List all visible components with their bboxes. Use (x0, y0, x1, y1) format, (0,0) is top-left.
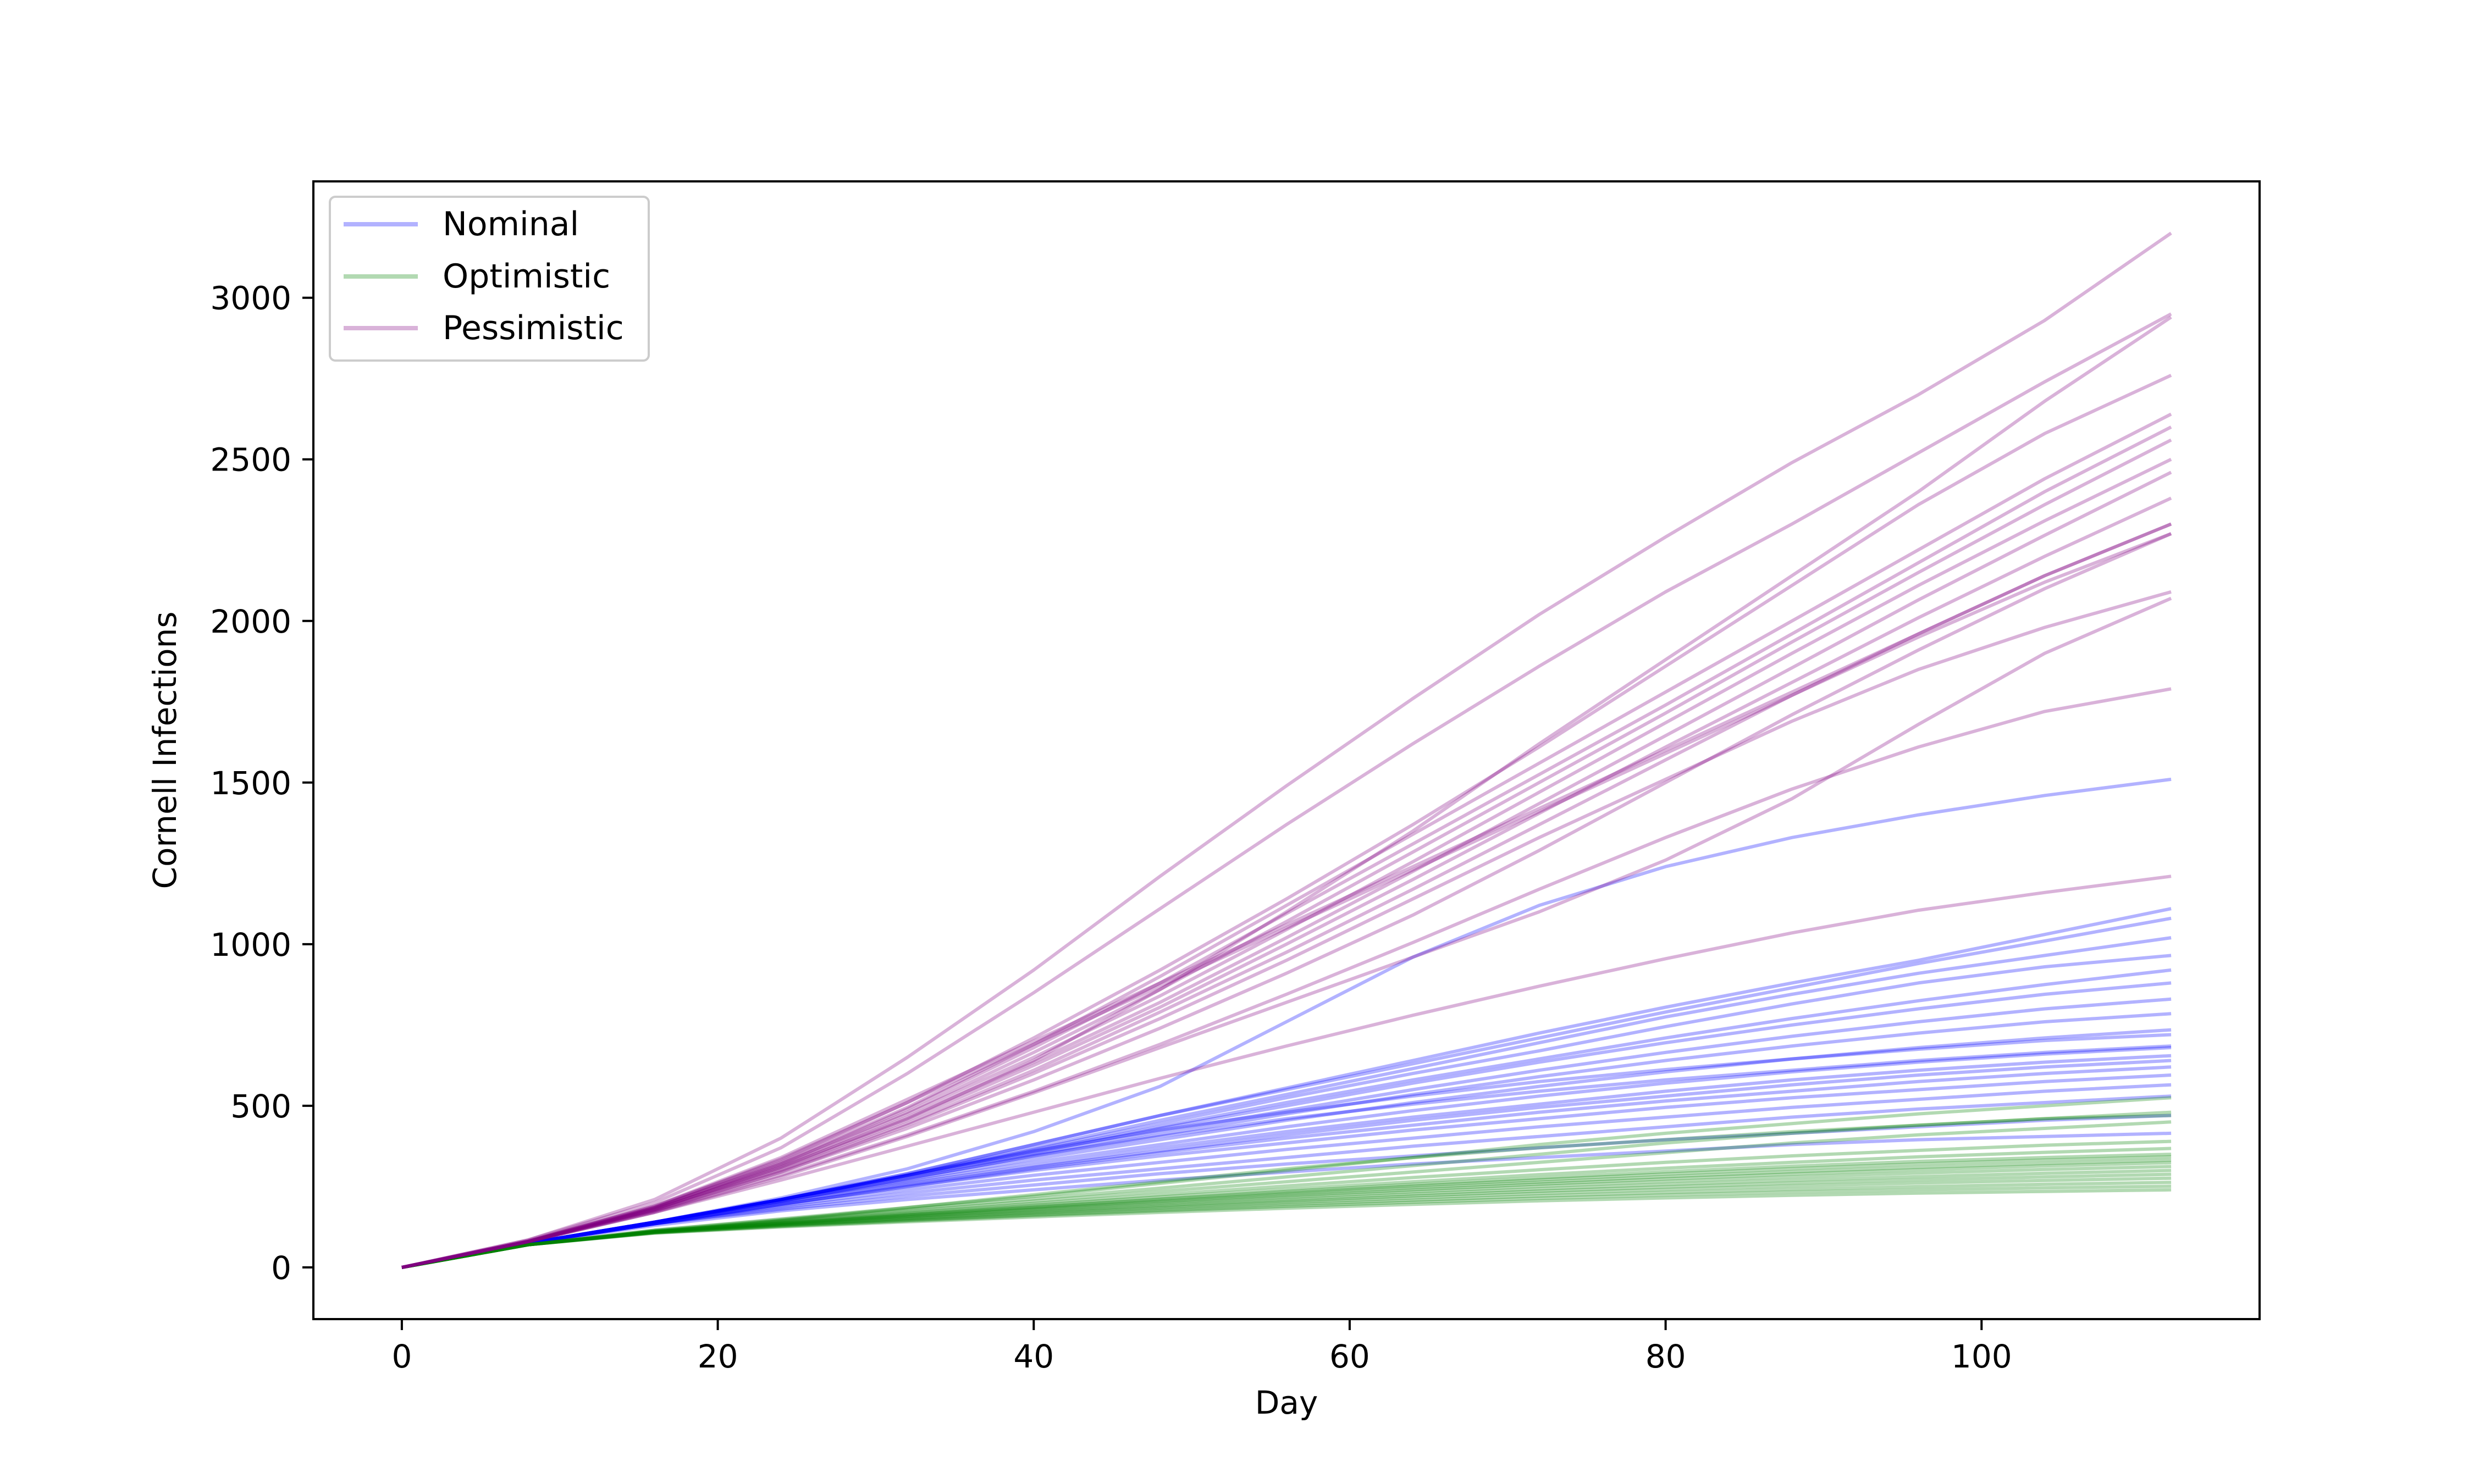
legend: Nominal Optimistic Pessimistic (329, 196, 650, 362)
nominal-line-10 (401, 1012, 2172, 1269)
optimistic-line-11 (401, 1169, 2172, 1269)
nominal-line-11 (401, 1028, 2172, 1269)
pessimistic-line-9 (401, 470, 2172, 1269)
pessimistic-line-15 (401, 687, 2172, 1269)
plot-frame (312, 180, 2261, 1320)
series-optimistic (401, 1096, 2172, 1269)
pessimistic-line-2 (401, 312, 2172, 1269)
nominal-line-14 (401, 1059, 2172, 1269)
optimistic-line-13 (401, 1176, 2172, 1269)
y-axis-ticks: 0 500 1000 1500 2000 2500 3000 (210, 280, 313, 1287)
optimistic-line-17 (401, 1114, 2172, 1269)
pessimistic-line-11 (401, 522, 2172, 1269)
legend-label-pessimistic: Pessimistic (443, 309, 624, 347)
legend-box (329, 196, 650, 362)
pessimistic-line-16 (401, 874, 2172, 1269)
optimistic-line-16 (401, 1188, 2172, 1269)
x-tick-label: 0 (391, 1338, 412, 1375)
optimistic-line-6 (401, 1153, 2172, 1269)
nominal-line-20 (401, 1131, 2172, 1269)
pessimistic-line-13 (401, 590, 2172, 1269)
nominal-line-21 (401, 777, 2172, 1269)
optimistic-line-7 (401, 1155, 2172, 1269)
nominal-line-13 (401, 1054, 2172, 1269)
optimistic-line-15 (401, 1184, 2172, 1269)
nominal-line-15 (401, 1065, 2172, 1269)
optimistic-line-4 (401, 1139, 2172, 1269)
pessimistic-line-5 (401, 412, 2172, 1269)
nominal-line-9 (401, 997, 2172, 1269)
nominal-line-8 (401, 981, 2172, 1269)
pessimistic-line-3 (401, 315, 2172, 1269)
x-tick-label: 60 (1329, 1338, 1370, 1375)
nominal-line-7 (401, 968, 2172, 1269)
y-tick-label: 0 (271, 1249, 291, 1287)
y-tick-label: 2500 (210, 441, 291, 479)
y-tick-label: 1000 (210, 926, 291, 964)
nominal-line-4 (401, 916, 2172, 1269)
y-tick-label: 500 (230, 1088, 291, 1125)
optimistic-line-3 (401, 1120, 2172, 1269)
pessimistic-line-17 (401, 522, 2172, 1269)
pessimistic-line-1 (401, 231, 2172, 1269)
x-tick-label: 100 (1951, 1338, 2012, 1375)
pessimistic-line-12 (401, 532, 2172, 1269)
pessimistic-line-10 (401, 496, 2172, 1269)
optimistic-line-9 (401, 1161, 2172, 1269)
pessimistic-line-6 (401, 425, 2172, 1269)
nominal-line-6 (401, 954, 2172, 1269)
pessimistic-line-7 (401, 438, 2172, 1269)
y-axis-label: Cornell Infections (146, 611, 184, 889)
legend-label-nominal: Nominal (443, 205, 579, 243)
nominal-line-3 (401, 907, 2172, 1269)
optimistic-line-2 (401, 1110, 2172, 1269)
nominal-line-18 (401, 1094, 2172, 1269)
y-tick-label: 1500 (210, 765, 291, 802)
x-axis-label: Day (1255, 1384, 1318, 1421)
nominal-line-2 (401, 1044, 2172, 1269)
nominal-line-17 (401, 1083, 2172, 1269)
series-nominal (401, 777, 2172, 1269)
pessimistic-line-18 (401, 532, 2172, 1269)
nominal-line-1 (401, 1033, 2172, 1269)
optimistic-line-14 (401, 1181, 2172, 1269)
series-pessimistic (401, 231, 2172, 1269)
pessimistic-line-14 (401, 596, 2172, 1269)
x-axis-ticks: 0 20 40 60 80 100 (391, 1319, 2012, 1375)
x-tick-label: 40 (1013, 1338, 1054, 1375)
pessimistic-line-4 (401, 374, 2172, 1269)
nominal-line-19 (401, 1114, 2172, 1269)
nominal-line-5 (401, 936, 2172, 1269)
optimistic-line-10 (401, 1165, 2172, 1269)
series-layer (401, 231, 2172, 1269)
optimistic-line-5 (401, 1147, 2172, 1269)
x-tick-label: 80 (1645, 1338, 1686, 1375)
y-tick-label: 2000 (210, 603, 291, 640)
y-tick-label: 3000 (210, 280, 291, 317)
nominal-line-12 (401, 1046, 2172, 1269)
x-tick-label: 20 (698, 1338, 738, 1375)
optimistic-line-8 (401, 1158, 2172, 1269)
legend-label-optimistic: Optimistic (443, 257, 610, 296)
optimistic-line-12 (401, 1172, 2172, 1269)
pessimistic-line-8 (401, 458, 2172, 1269)
optimistic-line-1 (401, 1096, 2172, 1269)
nominal-line-16 (401, 1073, 2172, 1269)
